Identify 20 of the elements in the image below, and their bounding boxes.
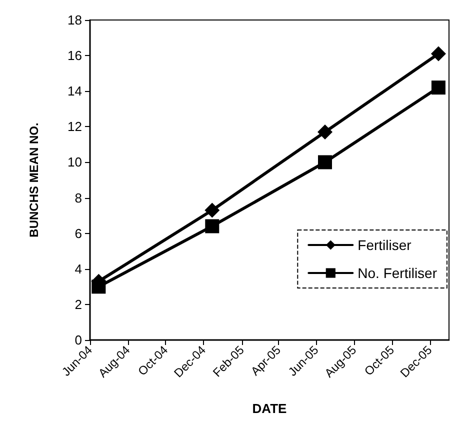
- point: [317, 124, 332, 140]
- legend-label: Fertiliser: [358, 237, 412, 253]
- point: [431, 80, 446, 95]
- point: [205, 219, 220, 234]
- y-tick-label: 10: [68, 154, 82, 170]
- y-tick-label: 4: [74, 261, 82, 276]
- y-tick-label: 8: [74, 190, 82, 206]
- y-tick-label: 12: [68, 119, 82, 134]
- y-tick-label: 18: [68, 12, 82, 28]
- point: [430, 46, 446, 62]
- y-tick-label: 16: [68, 48, 82, 64]
- y-tick-label: 14: [68, 84, 82, 99]
- y-tick-label: 0: [74, 332, 82, 348]
- y-tick-label: 2: [74, 296, 82, 312]
- legend-label: No. Fertiliser: [358, 265, 438, 281]
- y-tick-label: 6: [74, 226, 82, 241]
- x-axis-title: DATE: [252, 401, 288, 416]
- y-axis-title: BUNCHS MEAN NO.: [27, 122, 41, 238]
- point: [318, 155, 332, 170]
- point: [204, 202, 220, 218]
